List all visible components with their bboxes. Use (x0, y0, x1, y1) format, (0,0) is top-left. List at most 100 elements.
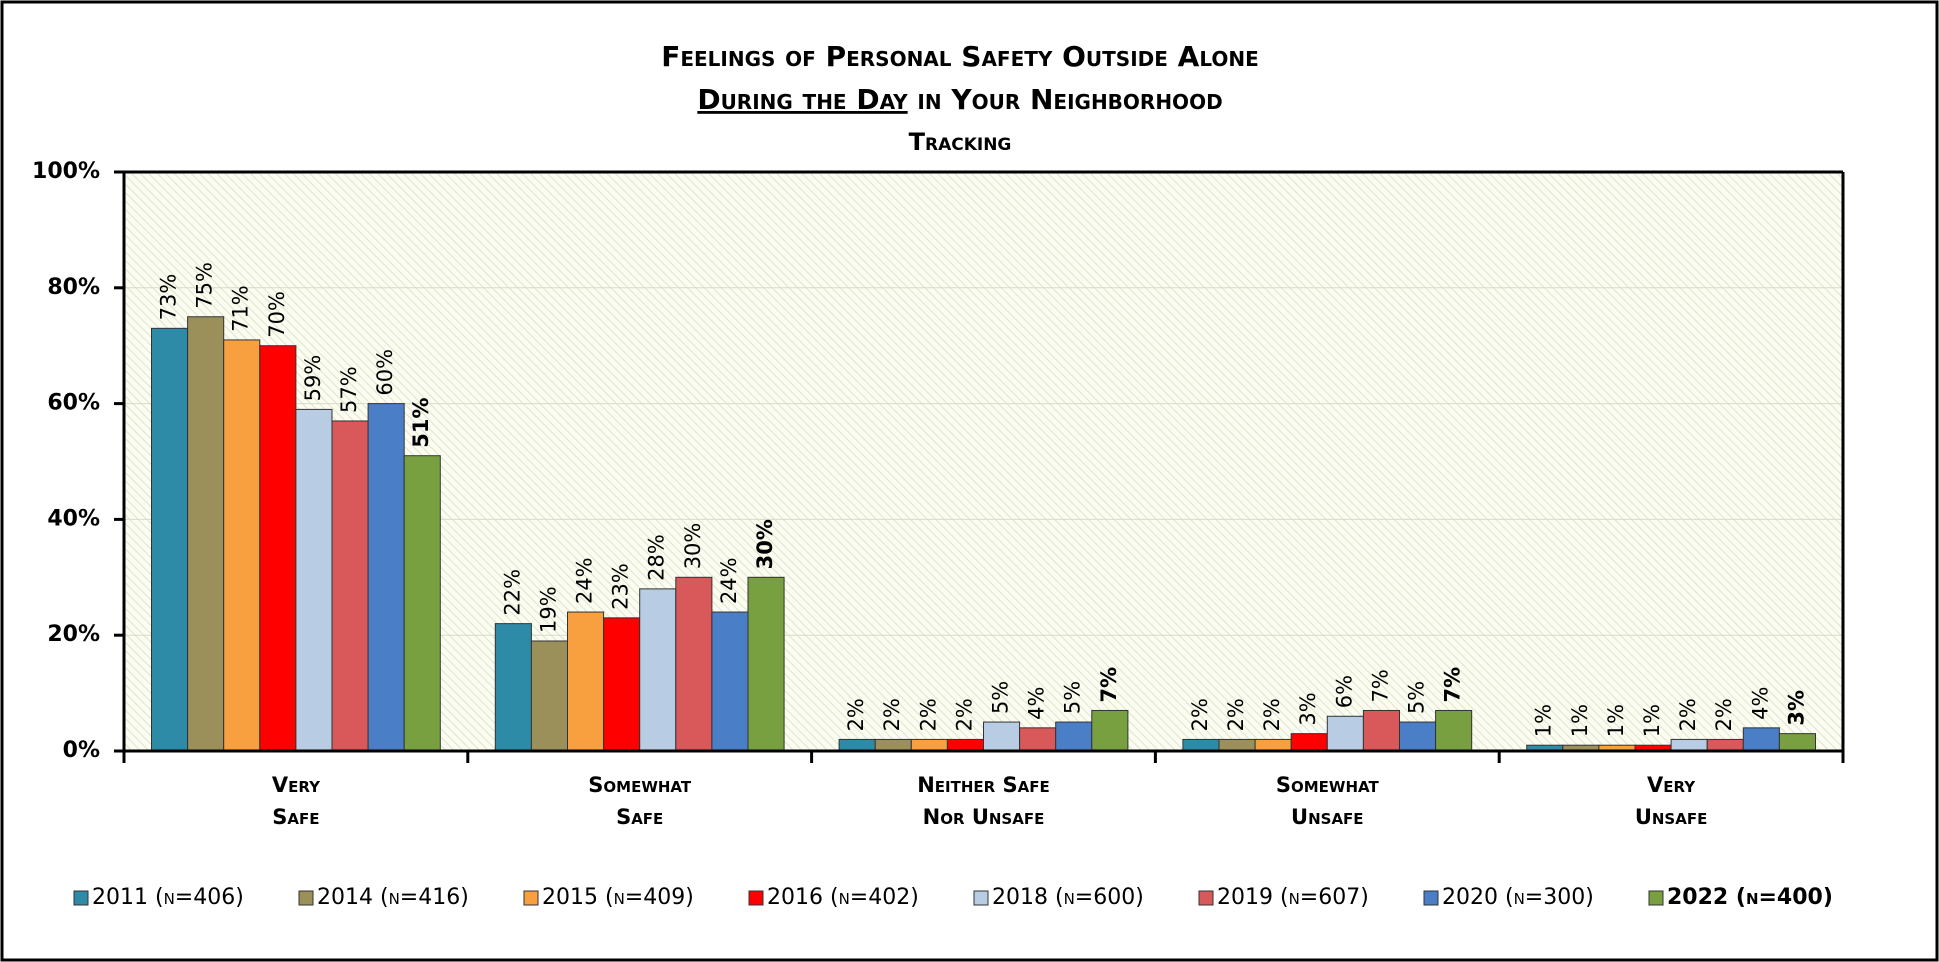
data-label: 4% (1025, 687, 1049, 720)
y-tick-label: 80% (47, 275, 100, 300)
data-label: 2% (1224, 698, 1248, 731)
x-tick-label: Unsafe (1635, 805, 1708, 829)
data-label: 59% (301, 355, 325, 402)
bar (1435, 709, 1473, 752)
title-underlined: During the Day (697, 83, 908, 116)
data-label: 71% (229, 285, 253, 332)
bar (838, 738, 876, 752)
data-label: 2% (1260, 698, 1284, 731)
legend-label: 2022 (n=400) (1667, 885, 1833, 910)
legend-label: 2018 (n=600) (992, 885, 1144, 910)
bar (1254, 738, 1292, 752)
legend-label: 2019 (n=607) (1217, 885, 1369, 910)
x-tick-label: Very (272, 773, 321, 797)
x-tick-label: Somewhat (1276, 773, 1380, 797)
data-label: 4% (1748, 687, 1772, 720)
bar (331, 420, 369, 752)
data-label: 23% (609, 563, 633, 610)
legend-label: 2014 (n=416) (317, 885, 469, 910)
x-tick-label: Neither Safe (917, 773, 1050, 797)
data-label: 19% (536, 586, 560, 633)
data-label: 1% (1640, 704, 1664, 737)
data-label: 3% (1784, 690, 1808, 726)
bar (675, 576, 713, 752)
bar (567, 611, 605, 752)
x-tick-label: Safe (272, 805, 319, 829)
bar (187, 316, 225, 752)
data-label: 24% (573, 557, 597, 604)
data-label: 5% (989, 681, 1013, 714)
legend-swatch (748, 890, 764, 906)
bar (946, 738, 984, 752)
title-rest: in Your Neighborhood (917, 83, 1222, 116)
bar (747, 576, 785, 752)
legend-label: 2015 (n=409) (542, 885, 694, 910)
data-label: 57% (337, 366, 361, 413)
legend-label: 2016 (n=402) (767, 885, 919, 910)
bar (1290, 733, 1328, 752)
bar (1778, 733, 1816, 752)
data-label: 7% (1368, 669, 1392, 702)
y-tick-label: 40% (47, 506, 100, 531)
bar (151, 327, 189, 752)
data-label: 2% (916, 698, 940, 731)
data-label: 22% (500, 569, 524, 616)
data-label: 2% (844, 698, 868, 731)
data-label: 1% (1532, 704, 1556, 737)
legend-swatch (298, 890, 314, 906)
data-label: 7% (1097, 667, 1121, 703)
bar (603, 617, 641, 752)
data-label: 3% (1296, 692, 1320, 725)
bar (874, 738, 912, 752)
data-label: 24% (717, 557, 741, 604)
bar (403, 455, 441, 752)
legend-label: 2011 (n=406) (92, 885, 244, 910)
y-tick-label: 0% (63, 738, 100, 763)
x-tick-label: Unsafe (1291, 805, 1364, 829)
data-label: 73% (157, 274, 181, 321)
data-label: 5% (1061, 681, 1085, 714)
data-label: 30% (753, 519, 777, 569)
data-label: 51% (409, 397, 433, 447)
y-tick-label: 100% (32, 159, 100, 184)
y-tick-label: 60% (47, 391, 100, 416)
legend-swatch (1423, 890, 1439, 906)
legend-swatch (1648, 890, 1664, 906)
bar (1398, 721, 1437, 752)
bar (1019, 727, 1057, 752)
bar (1742, 727, 1780, 752)
legend-swatch (1198, 890, 1214, 906)
legend-swatch (973, 890, 989, 906)
bar (910, 738, 948, 752)
bar (223, 339, 261, 752)
bar (1091, 709, 1129, 752)
bar (494, 623, 532, 752)
bar (711, 611, 749, 752)
chart-title-2: During the Day in Your Neighborhood (697, 83, 1222, 116)
legend-label: 2020 (n=300) (1442, 885, 1594, 910)
subtitle: Tracking (909, 128, 1012, 156)
bar (1218, 738, 1256, 752)
y-tick-label: 20% (47, 622, 100, 647)
data-label: 6% (1332, 675, 1356, 708)
data-label: 2% (1712, 698, 1736, 731)
bar (1182, 738, 1220, 752)
data-label: 75% (193, 262, 217, 309)
data-label: 1% (1604, 704, 1628, 737)
data-label: 2% (1676, 698, 1700, 731)
chart-title: Feelings of Personal Safety Outside Alon… (661, 40, 1259, 73)
data-label: 2% (880, 698, 904, 731)
data-label: 28% (645, 534, 669, 581)
data-label: 30% (681, 523, 705, 570)
data-label: 7% (1441, 667, 1465, 703)
bar (1055, 721, 1093, 752)
data-label: 2% (952, 698, 976, 731)
bar (639, 588, 677, 752)
bar (259, 345, 297, 752)
bar (983, 721, 1021, 752)
bar (295, 408, 333, 752)
x-tick-label: Nor Unsafe (923, 805, 1045, 829)
legend-swatch (523, 890, 539, 906)
bar (367, 403, 405, 752)
